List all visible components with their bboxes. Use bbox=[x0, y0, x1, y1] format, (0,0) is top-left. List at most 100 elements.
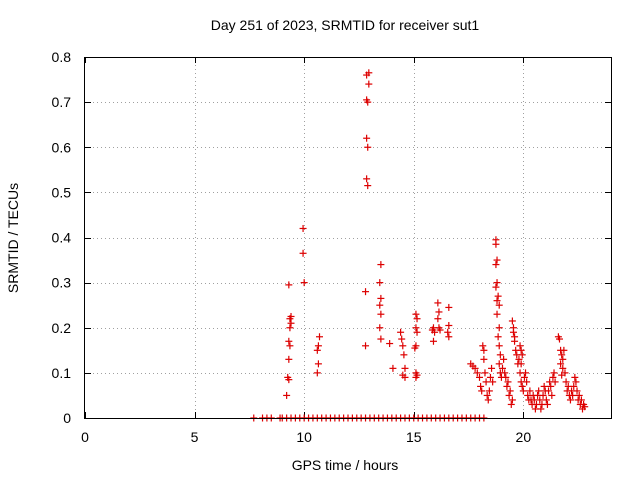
data-point bbox=[502, 373, 510, 381]
data-point bbox=[492, 240, 500, 248]
data-point bbox=[495, 301, 503, 309]
data-point bbox=[494, 292, 502, 300]
data-point bbox=[363, 134, 371, 142]
data-point bbox=[575, 391, 583, 399]
data-point bbox=[506, 387, 514, 395]
data-point bbox=[551, 378, 559, 386]
data-point bbox=[471, 364, 479, 372]
data-points bbox=[250, 69, 589, 422]
data-point bbox=[364, 98, 372, 106]
data-point bbox=[493, 279, 501, 287]
data-point bbox=[429, 337, 437, 345]
data-point bbox=[480, 355, 488, 363]
data-point bbox=[526, 387, 534, 395]
data-point bbox=[520, 373, 528, 381]
data-point bbox=[566, 396, 574, 404]
data-point bbox=[377, 294, 385, 302]
data-point bbox=[377, 335, 385, 343]
plot-frame bbox=[84, 57, 612, 419]
data-point bbox=[486, 373, 494, 381]
data-point bbox=[539, 391, 547, 399]
data-point bbox=[285, 376, 293, 384]
data-point bbox=[399, 342, 407, 350]
data-point bbox=[488, 364, 496, 372]
data-point bbox=[434, 299, 442, 307]
y-tick-label: 0.3 bbox=[52, 275, 72, 291]
data-point bbox=[398, 335, 406, 343]
data-point bbox=[411, 344, 419, 352]
data-point bbox=[570, 382, 578, 390]
data-point bbox=[537, 405, 545, 413]
data-point bbox=[509, 328, 517, 336]
x-axis-label: GPS time / hours bbox=[292, 457, 399, 473]
y-gridlines bbox=[85, 102, 611, 374]
data-point bbox=[507, 400, 515, 408]
data-point bbox=[377, 310, 385, 318]
data-point bbox=[476, 373, 483, 381]
data-point bbox=[559, 364, 567, 372]
data-point bbox=[571, 373, 579, 381]
data-point bbox=[523, 378, 531, 386]
data-point bbox=[299, 249, 307, 257]
data-point bbox=[376, 301, 384, 309]
data-point bbox=[480, 346, 488, 354]
data-point bbox=[413, 328, 421, 336]
data-point bbox=[286, 342, 294, 350]
data-point bbox=[548, 391, 556, 399]
data-point bbox=[412, 310, 420, 318]
data-point bbox=[518, 351, 526, 359]
axis-ticks bbox=[85, 57, 611, 419]
data-point bbox=[562, 378, 570, 386]
data-point bbox=[508, 317, 516, 325]
data-point bbox=[377, 261, 385, 269]
data-point bbox=[314, 342, 322, 350]
data-point bbox=[555, 335, 563, 343]
data-point bbox=[313, 346, 321, 354]
data-point bbox=[444, 328, 452, 336]
data-point bbox=[389, 364, 397, 372]
data-point bbox=[504, 378, 512, 386]
data-point bbox=[489, 378, 497, 386]
y-tick-label: 0.8 bbox=[52, 49, 72, 65]
x-tick-label: 0 bbox=[81, 429, 89, 445]
data-point bbox=[364, 182, 372, 190]
data-point bbox=[376, 279, 384, 287]
data-point bbox=[313, 369, 321, 377]
data-point bbox=[545, 387, 553, 395]
data-point bbox=[434, 315, 442, 323]
data-point bbox=[285, 355, 293, 363]
data-point bbox=[362, 342, 370, 350]
x-gridlines bbox=[195, 57, 524, 418]
data-point bbox=[479, 342, 487, 350]
chart-title: Day 251 of 2023, SRMTID for receiver sut… bbox=[211, 17, 480, 33]
data-point bbox=[286, 324, 294, 332]
data-point bbox=[431, 328, 439, 336]
data-point bbox=[314, 360, 322, 368]
x-tick-label: 5 bbox=[191, 429, 199, 445]
data-point bbox=[376, 324, 384, 332]
data-point bbox=[386, 340, 394, 348]
data-point bbox=[561, 369, 569, 377]
data-point bbox=[365, 69, 373, 77]
data-point bbox=[547, 382, 555, 390]
data-point bbox=[412, 373, 420, 381]
data-point bbox=[573, 387, 581, 395]
data-point bbox=[558, 351, 566, 359]
data-point bbox=[496, 351, 504, 359]
y-tick-labels: 0 0.1 0.2 0.3 0.4 0.5 0.6 0.7 0.8 bbox=[52, 49, 72, 426]
data-point bbox=[299, 224, 307, 232]
data-point bbox=[477, 382, 485, 390]
data-point bbox=[435, 308, 443, 316]
data-point bbox=[511, 337, 519, 345]
data-point bbox=[505, 391, 513, 399]
data-point bbox=[473, 369, 481, 377]
data-point bbox=[413, 315, 421, 323]
data-point bbox=[540, 382, 548, 390]
data-point bbox=[517, 360, 525, 368]
data-point bbox=[495, 360, 503, 368]
data-point bbox=[493, 310, 501, 318]
data-point bbox=[362, 288, 370, 296]
data-point bbox=[550, 369, 558, 377]
y-tick-label: 0.2 bbox=[52, 320, 72, 336]
